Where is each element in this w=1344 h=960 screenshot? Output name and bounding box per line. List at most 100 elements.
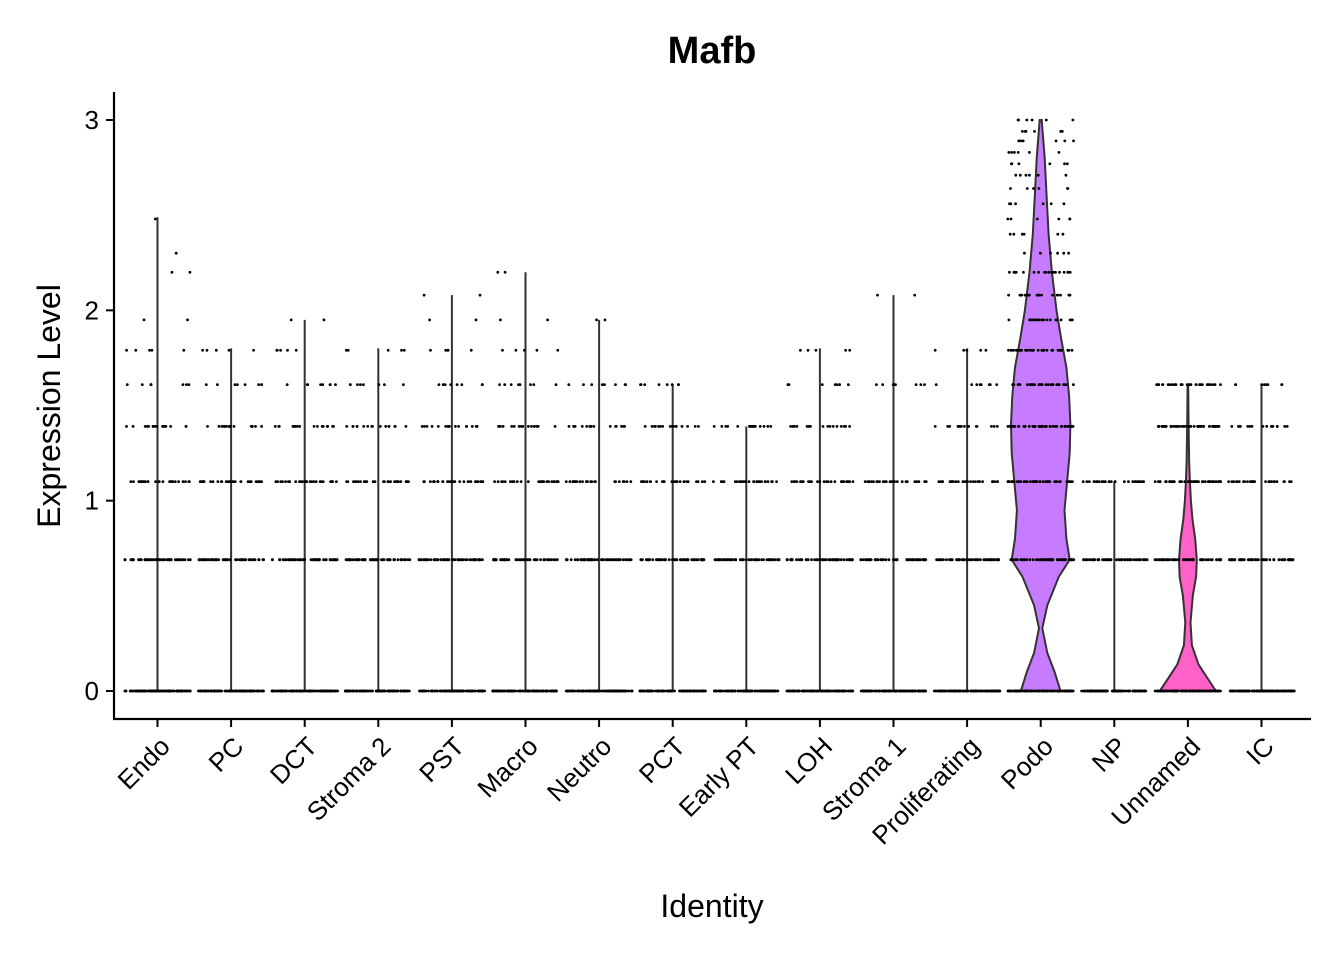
data-point: [329, 689, 332, 693]
data-point: [287, 558, 291, 562]
data-point: [650, 689, 654, 693]
data-point: [1280, 383, 1284, 386]
data-point: [690, 689, 694, 693]
data-point: [1157, 425, 1161, 428]
data-point: [368, 558, 372, 562]
data-point: [184, 480, 187, 483]
data-point: [585, 425, 589, 428]
data-point: [603, 318, 607, 322]
data-point: [528, 558, 532, 562]
data-point: [468, 558, 472, 562]
data-point: [356, 383, 359, 386]
data-point: [1012, 232, 1016, 236]
data-point: [592, 425, 596, 428]
violin-loh: [785, 348, 855, 693]
data-point: [1061, 232, 1065, 236]
data-point: [1065, 689, 1069, 693]
data-point: [1187, 425, 1191, 428]
data-point: [1065, 162, 1069, 166]
data-point: [661, 558, 665, 562]
violin-pct: [638, 383, 707, 693]
data-point: [1026, 383, 1029, 386]
data-point: [257, 558, 260, 562]
data-point: [1059, 130, 1063, 133]
data-point: [426, 558, 430, 562]
data-point: [322, 558, 325, 562]
data-point: [203, 558, 207, 562]
data-point: [279, 348, 282, 352]
data-point: [911, 558, 915, 562]
data-point: [810, 558, 813, 562]
data-point: [839, 425, 843, 428]
data-point: [1023, 251, 1026, 255]
data-point: [1252, 689, 1256, 693]
data-point: [894, 689, 897, 693]
data-point: [227, 689, 231, 693]
data-point: [1268, 480, 1272, 483]
data-point: [726, 558, 729, 562]
data-point: [847, 383, 850, 386]
data-point: [448, 480, 452, 483]
data-point: [839, 558, 843, 562]
data-point: [763, 480, 767, 483]
data-point: [891, 558, 895, 562]
data-point: [950, 689, 953, 693]
data-point: [1088, 558, 1092, 562]
data-point: [1071, 118, 1075, 122]
data-point: [1123, 558, 1127, 562]
data-point: [302, 558, 305, 562]
data-point: [590, 383, 594, 386]
data-point: [1253, 558, 1257, 562]
data-point: [1080, 689, 1083, 693]
data-point: [988, 383, 992, 386]
data-point: [517, 425, 521, 428]
data-point: [1260, 383, 1264, 386]
data-point: [1028, 151, 1031, 154]
data-point: [523, 558, 526, 562]
data-point: [1023, 130, 1027, 133]
x-axis-title: Identity: [660, 888, 763, 924]
data-point: [785, 689, 789, 693]
data-point: [1201, 480, 1205, 483]
data-point: [374, 558, 377, 562]
data-point: [526, 558, 529, 562]
data-point: [1040, 318, 1044, 322]
data-point: [151, 425, 155, 428]
data-point: [736, 689, 740, 693]
data-point: [883, 480, 887, 483]
data-point: [153, 689, 156, 693]
data-point: [422, 293, 426, 297]
data-point: [869, 558, 873, 562]
data-point: [848, 348, 852, 352]
data-point: [966, 689, 969, 693]
data-point: [587, 689, 591, 693]
data-point: [772, 689, 776, 693]
data-point: [1018, 173, 1022, 177]
data-point: [1231, 689, 1234, 693]
data-point: [816, 689, 819, 693]
data-point: [1010, 151, 1013, 154]
data-point: [1194, 480, 1198, 483]
data-point: [179, 689, 183, 693]
data-point: [611, 689, 615, 693]
data-point: [665, 383, 669, 386]
data-point: [527, 425, 530, 428]
data-point: [1138, 558, 1142, 562]
data-point: [143, 425, 147, 428]
data-point: [402, 689, 406, 693]
data-point: [183, 558, 187, 562]
data-point: [333, 558, 337, 562]
data-point: [729, 558, 732, 562]
data-point: [1209, 689, 1212, 693]
data-point: [1056, 232, 1060, 236]
data-point: [564, 480, 568, 483]
data-point: [1010, 480, 1013, 483]
data-point: [469, 348, 473, 352]
data-point: [326, 689, 330, 693]
data-point: [532, 689, 535, 693]
data-point: [914, 383, 918, 386]
data-point: [601, 558, 605, 562]
data-point: [211, 558, 215, 562]
data-point: [951, 480, 954, 483]
data-point: [1096, 558, 1100, 562]
